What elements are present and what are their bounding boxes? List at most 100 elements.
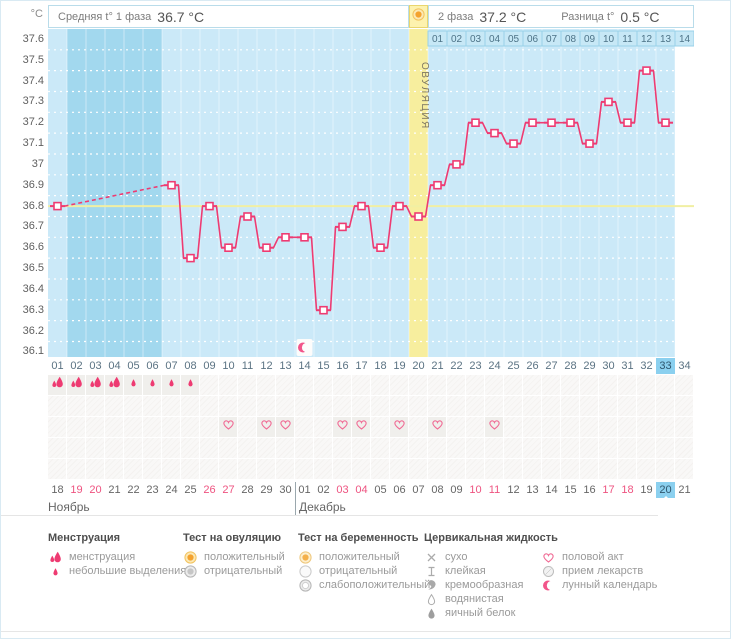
symbol-cell[interactable] [637,459,655,479]
symbol-cell[interactable] [390,438,408,458]
chart-day-column[interactable] [542,29,561,357]
symbol-cell[interactable] [257,396,275,416]
symbol-cell[interactable] [48,459,66,479]
cycle-day-number[interactable]: 23 [469,360,482,372]
symbol-cell[interactable] [675,417,693,437]
date-november[interactable]: 26 [203,484,216,496]
symbol-cell[interactable] [105,417,123,437]
temperature-point[interactable] [509,139,518,148]
date-december[interactable]: 02 [317,484,330,496]
symbol-cell[interactable] [447,396,465,416]
cycle-day-number[interactable]: 10 [222,360,235,372]
symbol-cell[interactable] [561,396,579,416]
chart-day-column[interactable] [276,29,295,357]
cycle-day-number[interactable]: 22 [450,360,463,372]
symbol-cell[interactable] [181,459,199,479]
symbol-cell[interactable] [124,417,142,437]
chart-day-column[interactable] [580,29,599,357]
symbol-cell[interactable] [504,459,522,479]
symbol-cell[interactable] [219,438,237,458]
date-december[interactable]: 21 [678,484,691,496]
symbol-cell[interactable] [333,459,351,479]
symbol-cell[interactable] [200,396,218,416]
cycle-day-number[interactable]: 33 [656,358,675,374]
symbol-cell[interactable] [105,438,123,458]
symbol-cell[interactable] [276,417,294,437]
symbol-cell[interactable] [371,438,389,458]
symbol-cell[interactable] [67,396,85,416]
chart-day-column[interactable] [618,29,637,357]
symbol-cell[interactable] [105,459,123,479]
symbol-cell[interactable] [162,375,180,395]
date-december[interactable]: 18 [621,484,634,496]
chart-day-column[interactable] [314,29,333,357]
symbol-cell[interactable] [105,375,123,395]
symbol-cell[interactable] [238,438,256,458]
symbol-cell[interactable] [618,417,636,437]
temperature-point[interactable] [224,243,233,252]
symbol-cell[interactable] [675,396,693,416]
cycle-day-number[interactable]: 32 [640,360,653,372]
symbol-cell[interactable] [162,417,180,437]
cycle-day-number[interactable]: 19 [393,360,406,372]
symbol-cell[interactable] [276,438,294,458]
symbol-cell[interactable] [257,438,275,458]
symbol-cell[interactable] [542,438,560,458]
symbol-cell[interactable] [561,375,579,395]
symbol-cell[interactable] [219,417,237,437]
symbol-cell[interactable] [143,375,161,395]
symbol-cell[interactable] [428,375,446,395]
cycle-day-number[interactable]: 21 [431,360,444,372]
symbol-cell[interactable] [86,459,104,479]
symbol-cell[interactable] [181,417,199,437]
symbol-cell[interactable] [523,459,541,479]
symbol-cell[interactable] [580,396,598,416]
date-december[interactable]: 17 [602,484,615,496]
symbol-cell[interactable] [181,438,199,458]
symbol-cell[interactable] [86,396,104,416]
cycle-day-number[interactable]: 01 [51,360,64,372]
symbol-cell[interactable] [162,396,180,416]
temperature-point[interactable] [547,118,556,127]
temperature-point[interactable] [414,212,423,221]
date-december[interactable]: 15 [564,484,577,496]
date-november[interactable]: 19 [70,484,83,496]
symbol-cell[interactable] [409,438,427,458]
cycle-day-number[interactable]: 34 [678,360,691,372]
symbol-cell[interactable] [314,417,332,437]
symbol-cell[interactable] [599,417,617,437]
symbol-cell[interactable] [637,396,655,416]
symbol-cell[interactable] [656,459,674,479]
symbol-cell[interactable] [466,417,484,437]
symbol-cell[interactable] [371,396,389,416]
chart-day-column[interactable] [637,29,656,357]
symbol-cell[interactable] [466,375,484,395]
symbol-cell[interactable] [637,417,655,437]
symbol-cell[interactable] [352,459,370,479]
date-december[interactable]: 11 [488,484,501,496]
symbol-cell[interactable] [409,417,427,437]
cycle-day-number[interactable]: 31 [621,360,634,372]
date-december[interactable]: 08 [431,484,444,496]
symbol-cell[interactable] [162,438,180,458]
symbol-cell[interactable] [656,417,674,437]
chart-day-column[interactable] [371,29,390,357]
date-december[interactable]: 06 [393,484,406,496]
cycle-day-number[interactable]: 28 [564,360,577,372]
symbol-cell[interactable] [257,375,275,395]
symbol-cell[interactable] [295,396,313,416]
symbol-cell[interactable] [257,459,275,479]
cycle-day-number[interactable]: 04 [108,360,121,372]
cycle-day-number[interactable]: 16 [336,360,349,372]
symbol-cell[interactable] [124,396,142,416]
symbol-cell[interactable] [143,396,161,416]
symbol-cell[interactable] [447,417,465,437]
chart-day-column[interactable] [447,29,466,357]
cycle-day-number[interactable]: 13 [279,360,292,372]
chart-day-column[interactable] [352,29,371,357]
symbol-cell[interactable] [409,396,427,416]
cycle-day-number[interactable]: 24 [488,360,501,372]
symbol-cell[interactable] [67,459,85,479]
cycle-day-number[interactable]: 03 [89,360,102,372]
cycle-day-number[interactable]: 17 [355,360,368,372]
